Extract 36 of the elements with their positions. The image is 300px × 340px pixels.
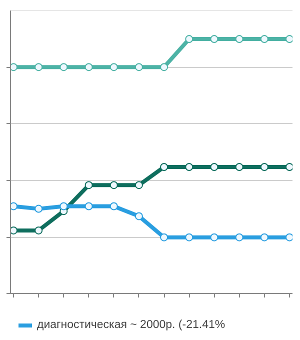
point [260, 163, 268, 171]
point [10, 226, 18, 234]
point [134, 181, 143, 190]
point [110, 63, 118, 72]
legend-label: диагностическая ~ 2000р. (-21.41% [37, 319, 226, 331]
point [160, 233, 168, 242]
point [285, 163, 292, 171]
point [185, 233, 194, 242]
point [84, 202, 93, 210]
point [235, 35, 244, 44]
point [235, 233, 244, 242]
point [10, 202, 18, 210]
point [210, 233, 218, 242]
point [134, 212, 143, 220]
point [84, 63, 93, 72]
point [260, 233, 268, 242]
point [110, 181, 118, 190]
point [134, 63, 143, 72]
point [84, 181, 93, 190]
point [110, 202, 118, 210]
point [60, 202, 68, 210]
point [10, 63, 18, 72]
point [34, 226, 43, 234]
point [34, 63, 43, 72]
point [285, 233, 292, 242]
point [185, 163, 194, 171]
point [34, 204, 43, 213]
point [210, 163, 218, 171]
point [185, 35, 194, 44]
point [210, 35, 218, 44]
point [260, 35, 268, 44]
point [235, 163, 244, 171]
point [285, 35, 292, 44]
point [160, 163, 168, 171]
point [60, 63, 68, 72]
point [160, 63, 168, 72]
